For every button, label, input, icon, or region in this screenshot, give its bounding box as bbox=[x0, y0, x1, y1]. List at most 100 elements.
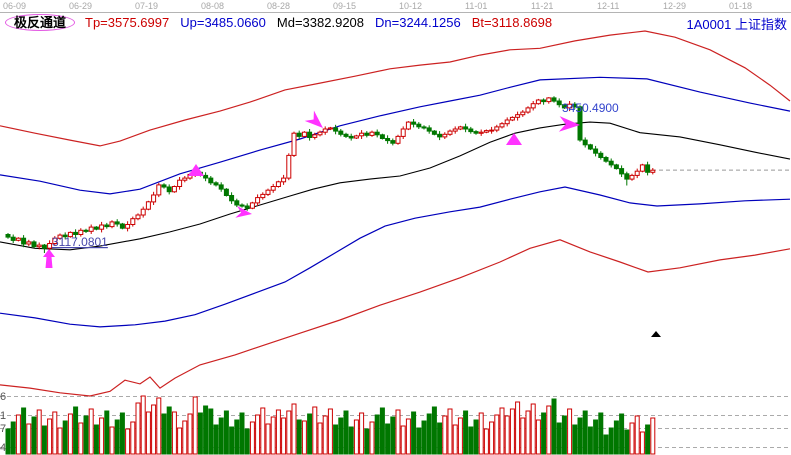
indicator-param-bt: Bt=3118.8698 bbox=[471, 15, 553, 30]
volume-bar bbox=[213, 424, 219, 455]
candle-body bbox=[369, 131, 375, 136]
volume-bar bbox=[629, 422, 635, 455]
candle-body bbox=[10, 236, 16, 241]
symbol-label[interactable]: 1A0001 上证指数 bbox=[687, 14, 787, 33]
volume-bar bbox=[239, 412, 245, 455]
volume-bar bbox=[504, 415, 510, 455]
candle-body bbox=[229, 195, 235, 202]
candle-body bbox=[213, 182, 219, 186]
volume-bar bbox=[457, 417, 463, 455]
volume-bar bbox=[400, 425, 406, 455]
candle-body bbox=[135, 214, 141, 220]
candle-body bbox=[140, 208, 146, 216]
candle-body bbox=[5, 234, 11, 238]
volume-bar bbox=[203, 405, 209, 455]
signal-marker-arrow-up bbox=[43, 249, 55, 268]
volume-bar bbox=[619, 413, 625, 455]
volume-bar bbox=[551, 398, 557, 455]
candle-body bbox=[312, 134, 318, 138]
candle-body bbox=[353, 135, 359, 139]
candle-body bbox=[88, 226, 94, 232]
indicator-param-tp: Tp=3575.6997 bbox=[85, 15, 170, 30]
volume-bar bbox=[307, 413, 313, 455]
candle-body bbox=[525, 107, 531, 113]
candle-body bbox=[182, 177, 188, 181]
candle-body bbox=[31, 241, 37, 248]
volume-bar bbox=[530, 403, 536, 455]
candle-body bbox=[535, 99, 541, 105]
candle-body bbox=[161, 184, 167, 188]
channel-line-up bbox=[0, 76, 791, 195]
volume-bar bbox=[577, 417, 583, 455]
volume-bar bbox=[83, 415, 89, 455]
candle-body bbox=[218, 184, 224, 190]
volume-bar bbox=[296, 419, 302, 455]
volume-bar bbox=[593, 419, 599, 455]
symbol-code: 1A0001 bbox=[686, 17, 732, 32]
volume-bar bbox=[41, 425, 47, 455]
volume-bar bbox=[561, 415, 567, 455]
volume-bar bbox=[145, 411, 151, 455]
candle-body bbox=[333, 127, 339, 132]
volume-bar bbox=[421, 420, 427, 455]
indicator-name-badge[interactable]: 极反通道 bbox=[5, 14, 76, 31]
volume-bar bbox=[218, 417, 224, 455]
volume-bar bbox=[494, 414, 500, 455]
volume-bar bbox=[317, 422, 323, 455]
candle-body bbox=[400, 128, 406, 137]
volume-bar bbox=[353, 419, 359, 455]
candle-body bbox=[437, 133, 443, 138]
candle-body bbox=[125, 224, 131, 229]
candle-body bbox=[151, 194, 157, 203]
price-annotation: 3450.4900 bbox=[562, 101, 619, 115]
candle-body bbox=[442, 133, 448, 138]
volume-bar bbox=[197, 412, 203, 455]
channel-line-bt bbox=[0, 239, 791, 397]
volume-bar bbox=[114, 419, 120, 455]
volume-bar bbox=[281, 417, 287, 455]
indicator-header: 极反通道 Tp=3575.6997 Up=3485.0660 Md=3382.920… bbox=[5, 14, 563, 31]
x-axis-tick: 10-12 bbox=[399, 1, 423, 11]
candle-body bbox=[239, 204, 245, 207]
volume-bar bbox=[36, 409, 42, 455]
candle-body bbox=[322, 128, 328, 133]
candle-body bbox=[504, 119, 510, 125]
x-axis-tick: 07-19 bbox=[135, 1, 159, 11]
volume-bar bbox=[73, 406, 79, 455]
volume-bar bbox=[31, 416, 37, 455]
volume-bar bbox=[374, 414, 380, 455]
volume-bar bbox=[645, 424, 651, 455]
x-axis-tick: 08-08 bbox=[201, 1, 225, 11]
candle-body bbox=[156, 184, 162, 196]
candle-body bbox=[41, 244, 47, 249]
candle-body bbox=[478, 131, 484, 134]
x-axis-tick: 11-01 bbox=[465, 1, 488, 11]
candle-body bbox=[494, 126, 500, 131]
volume-bar bbox=[499, 407, 505, 455]
volume-bar bbox=[379, 407, 385, 455]
indicator-param-dn: Dn=3244.1256 bbox=[375, 15, 461, 30]
candle-body bbox=[21, 237, 27, 245]
volume-bar bbox=[348, 426, 354, 455]
volume-bar bbox=[312, 406, 318, 455]
volume-bar bbox=[234, 419, 240, 455]
volume-bar bbox=[369, 421, 375, 455]
candle-body bbox=[577, 106, 583, 141]
volume-bar bbox=[447, 408, 453, 455]
volume-bar bbox=[608, 427, 614, 455]
candle-body bbox=[556, 100, 562, 106]
candle-body bbox=[73, 231, 79, 235]
candle-body bbox=[359, 132, 365, 137]
volume-bar bbox=[244, 428, 250, 455]
volume-bar bbox=[67, 413, 73, 455]
volume-bar bbox=[411, 411, 417, 455]
volume-bar bbox=[556, 422, 562, 455]
candle-body bbox=[390, 140, 396, 144]
candle-body bbox=[582, 139, 588, 146]
candle-body bbox=[177, 179, 183, 187]
signal-marker-arrow-right bbox=[304, 110, 323, 128]
volume-bar bbox=[270, 416, 276, 455]
candle-body bbox=[275, 181, 281, 188]
